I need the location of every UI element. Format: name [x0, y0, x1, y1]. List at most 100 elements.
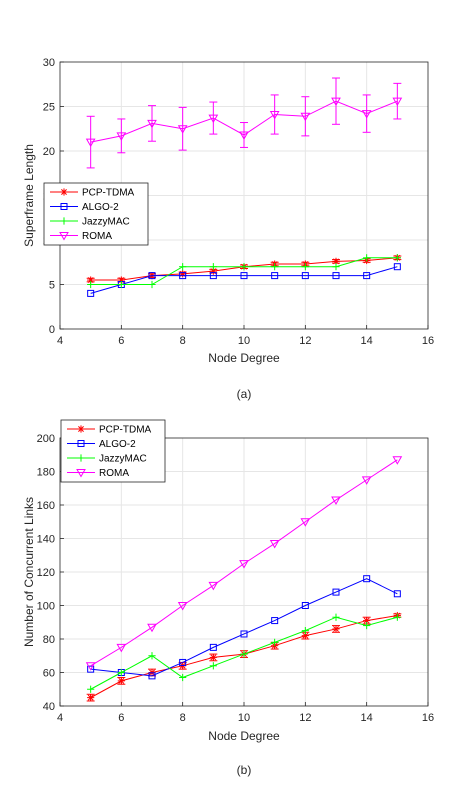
data-point [85, 662, 96, 671]
data-point [269, 111, 280, 120]
legend-label: JazzyMAC [99, 454, 147, 465]
data-point [116, 132, 127, 141]
series-jazzymac [87, 613, 401, 693]
series-line [90, 578, 398, 677]
x-tick-label: 16 [422, 712, 434, 724]
data-point-d2 [363, 617, 370, 624]
y-tick-label: 80 [43, 634, 55, 646]
y-tick-label: 100 [37, 601, 55, 613]
data-point [332, 272, 340, 280]
data-point [177, 602, 188, 611]
data-point [209, 643, 217, 651]
data-point [271, 617, 279, 625]
x-tick-label: 10 [238, 712, 250, 724]
chart-caption: (b) [237, 763, 252, 777]
data-point [147, 119, 157, 129]
y-tick-label: 200 [37, 433, 55, 445]
data-point [363, 272, 371, 280]
data-point [361, 476, 372, 485]
data-point [177, 125, 188, 134]
y-tick-label: 5 [49, 280, 55, 292]
data-point [331, 496, 341, 505]
data-point [331, 97, 341, 107]
data-point [240, 272, 248, 280]
x-tick-label: 6 [118, 712, 124, 724]
x-tick-label: 4 [57, 712, 63, 724]
x-tick-label: 8 [180, 335, 186, 347]
series-line [90, 459, 398, 667]
data-point [392, 456, 403, 465]
data-point [361, 110, 372, 119]
y-tick-label: 40 [43, 701, 55, 713]
x-tick-label: 4 [57, 335, 63, 347]
data-point [240, 630, 248, 638]
x-axis-label: Node Degree [208, 351, 280, 365]
y-tick-label: 25 [43, 102, 55, 114]
y-tick-label: 180 [37, 467, 55, 479]
data-point [363, 575, 371, 583]
data-point-d2 [210, 654, 217, 661]
data-point [87, 665, 95, 673]
x-tick-label: 14 [361, 712, 373, 724]
legend-marker [60, 203, 68, 210]
y-axis-label: Number of Concurrent Links [22, 497, 36, 647]
data-point [85, 138, 96, 148]
data-point [147, 623, 157, 633]
y-tick-label: 30 [43, 57, 55, 69]
series-line [90, 266, 398, 294]
data-point [239, 131, 249, 140]
data-point [179, 272, 187, 280]
y-tick-label: 140 [37, 534, 55, 546]
legend-marker [77, 440, 85, 447]
data-point [208, 581, 219, 591]
x-tick-label: 12 [299, 712, 311, 724]
legend-label: PCP-TDMA [82, 188, 135, 199]
data-point [209, 272, 217, 280]
data-point-d2 [302, 632, 309, 639]
data-point [208, 114, 219, 124]
x-tick-label: 10 [238, 335, 250, 347]
legend-label: JazzyMAC [82, 217, 130, 228]
chart-b: 4 6 8 10 12 14 16 40 60 80 100 120 140 160 180 200 Node … [22, 419, 434, 777]
chart-caption: (a) [237, 387, 252, 401]
legend-label: ROMA [82, 231, 112, 242]
y-tick-label: 120 [37, 567, 55, 579]
data-point [300, 518, 311, 527]
y-tick-label: 0 [49, 324, 55, 336]
y-tick-label: 20 [43, 146, 55, 158]
x-tick-label: 16 [422, 335, 434, 347]
data-point-d2 [118, 677, 125, 684]
data-point [392, 97, 403, 107]
data-point-d2 [87, 694, 94, 701]
data-point [148, 272, 156, 280]
data-point [271, 272, 279, 280]
data-point [393, 590, 401, 598]
data-point [269, 540, 280, 549]
legend-label: ALGO-2 [82, 202, 119, 213]
series-roma [85, 77, 403, 169]
series-algo-2 [87, 575, 401, 680]
data-point [179, 658, 187, 666]
data-point [116, 643, 127, 653]
data-point-d2 [333, 258, 339, 265]
data-point [148, 672, 156, 680]
series-jazzymac [87, 254, 401, 289]
data-point [87, 289, 95, 297]
data-point-d2 [333, 626, 339, 632]
y-tick-label: 60 [43, 668, 55, 680]
legend-marker-d2 [78, 426, 84, 432]
legend-marker [59, 232, 69, 241]
x-tick-label: 14 [361, 335, 373, 347]
x-tick-label: 12 [299, 335, 311, 347]
legend-label: ROMA [99, 468, 129, 479]
legend-marker [76, 469, 86, 478]
x-tick-label: 6 [118, 335, 124, 347]
data-point [332, 588, 340, 596]
data-point-d2 [87, 277, 94, 283]
series-roma [85, 456, 403, 671]
x-tick-label: 8 [180, 712, 186, 724]
legend: PCP-TDMA ALGO-2 JazzyMAC ROMA [60, 419, 166, 483]
data-point [301, 602, 309, 609]
data-point [301, 272, 309, 280]
x-axis-label: Node Degree [208, 729, 280, 743]
